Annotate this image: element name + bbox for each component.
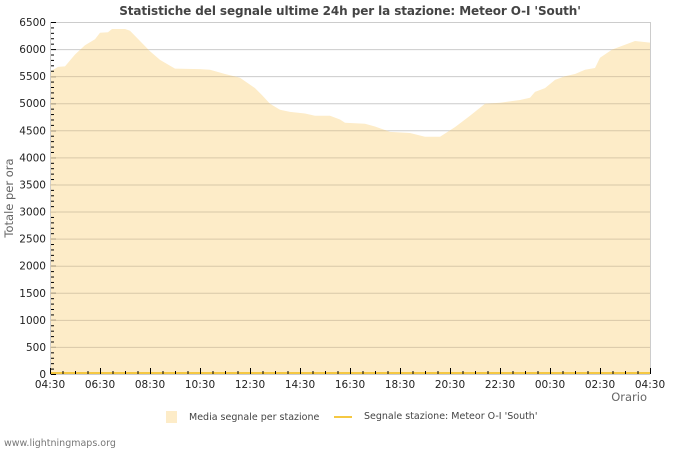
svg-text:5000: 5000 [19,98,46,110]
svg-text:02:30: 02:30 [585,379,615,391]
svg-text:1000: 1000 [19,315,46,327]
legend-label: Segnale stazione: Meteor O-I 'South' [364,411,538,422]
svg-text:04:30: 04:30 [635,379,665,391]
svg-text:3500: 3500 [19,179,46,191]
area-swatch-icon [166,411,177,423]
svg-text:6000: 6000 [19,44,46,56]
svg-text:14:30: 14:30 [285,379,315,391]
legend-item-station: Segnale stazione: Meteor O-I 'South' [334,411,537,422]
y-axis-title: Totale per ora [2,158,16,238]
svg-text:04:30: 04:30 [35,379,65,391]
svg-text:12:30: 12:30 [235,379,265,391]
svg-text:06:30: 06:30 [85,379,115,391]
axes [50,22,650,375]
line-swatch-icon [334,415,352,418]
svg-text:4000: 4000 [19,152,46,164]
svg-text:20:30: 20:30 [435,379,465,391]
svg-text:16:30: 16:30 [335,379,365,391]
legend: Media segnale per stazione Segnale stazi… [0,411,700,427]
svg-text:6500: 6500 [19,17,46,29]
svg-text:10:30: 10:30 [185,379,215,391]
x-axis-title: Orario [611,390,647,404]
svg-text:5500: 5500 [19,71,46,83]
average-signal-area [50,29,650,374]
legend-item-average: Media segnale per stazione [166,411,319,423]
site-credit: www.lightningmaps.org [4,438,116,449]
svg-text:08:30: 08:30 [135,379,165,391]
chart-title: Statistiche del segnale ultime 24h per l… [119,4,581,18]
x-axis-ticks: 04:30 06:30 08:30 10:30 12:30 14:30 16:30 18:30… [35,368,665,391]
svg-text:00:30: 00:30 [535,379,565,391]
svg-text:500: 500 [26,342,46,354]
svg-text:1500: 1500 [19,288,46,300]
svg-text:2000: 2000 [19,261,46,273]
svg-text:3000: 3000 [19,207,46,219]
svg-text:4500: 4500 [19,125,46,137]
y-axis-ticks: 0 500 1000 1500 2000 2500 3000 3500 4000 4500 5000… [19,17,56,381]
svg-text:18:30: 18:30 [385,379,415,391]
svg-text:0: 0 [39,369,46,381]
svg-text:2500: 2500 [19,234,46,246]
legend-label: Media segnale per stazione [189,411,320,423]
svg-text:22:30: 22:30 [485,379,515,391]
